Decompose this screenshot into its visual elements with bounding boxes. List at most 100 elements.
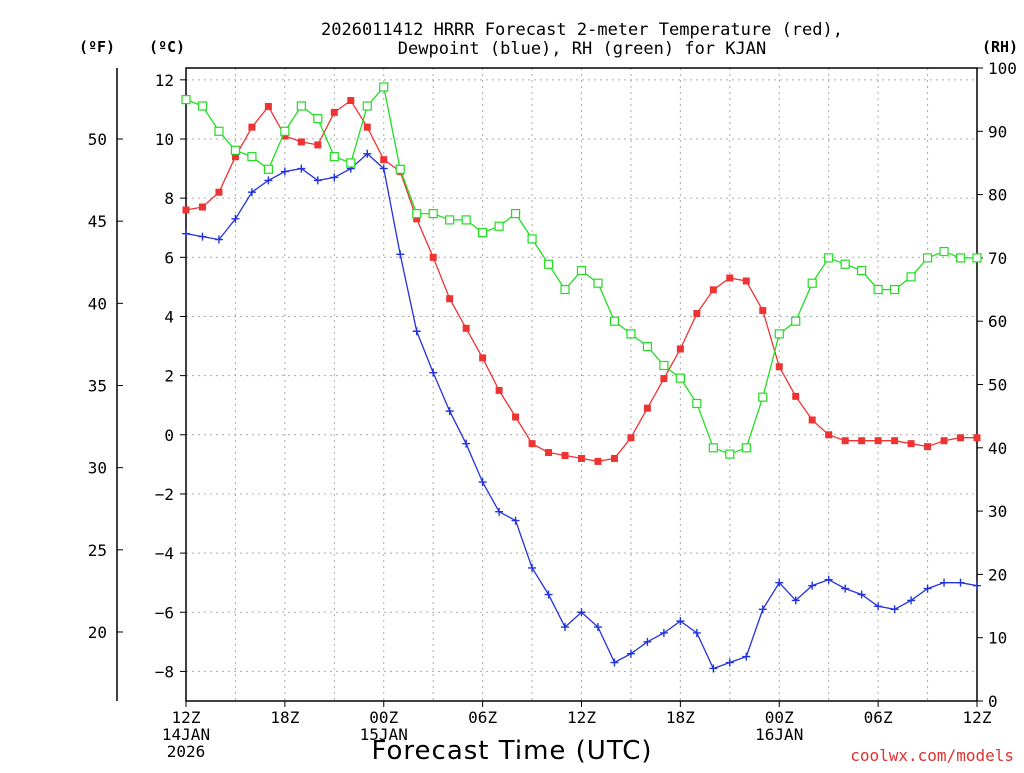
rh-point	[478, 227, 488, 238]
temperature-point	[891, 437, 899, 445]
temperature-line	[185, 99, 977, 463]
rh-point	[774, 329, 784, 339]
temperature-point	[759, 307, 767, 315]
temperature-point	[808, 416, 816, 424]
fahrenheit-tick-label: 50	[88, 130, 107, 149]
temperature-point	[462, 324, 470, 332]
rh-point	[461, 215, 471, 225]
dewpoint-point	[330, 173, 339, 182]
temperature-point	[363, 123, 371, 131]
rh-point	[197, 101, 208, 111]
rh-tick-label: 60	[988, 312, 1007, 331]
temperature-point	[874, 437, 882, 445]
dewpoint-point	[725, 658, 734, 667]
temperature-point	[380, 156, 388, 164]
rh-point	[972, 253, 982, 263]
chart-title-line1: 2026011412 HRRR Forecast 2-meter Tempera…	[321, 20, 843, 40]
dewpoint-point	[808, 581, 817, 590]
dewpoint-point	[231, 214, 240, 223]
dewpoint-point	[643, 637, 652, 646]
temperature-point	[841, 437, 849, 445]
temperature-point	[281, 132, 289, 140]
temperature-point	[825, 431, 833, 439]
rh-point	[395, 164, 405, 174]
rh-point	[955, 253, 966, 263]
temperature-point	[643, 404, 651, 412]
fahrenheit-tick-label: 35	[88, 376, 107, 395]
x-tick-label: 12Z	[567, 708, 596, 727]
dewpoint-point	[214, 235, 223, 244]
fahrenheit-tick-label: 20	[88, 623, 107, 642]
temperature-point	[429, 253, 437, 261]
celsius-tick-label: 4	[164, 307, 174, 326]
temperature-point	[858, 437, 866, 445]
temperature-point	[347, 97, 355, 105]
rh-point	[675, 373, 685, 383]
dewpoint-point	[676, 617, 685, 626]
celsius-tick-label: −4	[155, 544, 174, 563]
dewpoint-point	[445, 407, 454, 416]
dewpoint-point	[824, 575, 833, 584]
fahrenheit-tick-label: 40	[88, 294, 107, 313]
dewpoint-point	[692, 628, 701, 637]
dewpoint-point	[495, 507, 504, 516]
rh-point	[758, 392, 768, 402]
temperature-point	[182, 206, 190, 214]
rh-tick-label: 100	[988, 59, 1017, 78]
rh-tick-label: 80	[988, 186, 1007, 205]
rh-point	[560, 284, 570, 295]
celsius-tick-label: 6	[164, 248, 174, 267]
rh-tick-label: 90	[988, 122, 1007, 141]
temperature-point	[198, 203, 206, 211]
dewpoint-point	[775, 578, 784, 587]
celsius-tick-label: 10	[155, 130, 174, 149]
dewpoint-point	[561, 623, 570, 632]
rh-point	[906, 272, 916, 282]
rh-point	[346, 158, 356, 168]
rh-point	[362, 101, 372, 111]
rh-point	[708, 443, 718, 453]
dewpoint-point	[940, 578, 949, 587]
dewpoint-point	[429, 368, 438, 377]
celsius-tick-label: 2	[164, 367, 174, 386]
celsius-tick-label: −6	[155, 603, 174, 622]
dewpoint-point	[313, 176, 322, 185]
x-tick-label: 18Z	[270, 708, 299, 727]
rh-point	[692, 398, 702, 409]
dewpoint-point	[478, 478, 487, 487]
rh-point	[609, 316, 620, 326]
rh-point	[247, 152, 257, 162]
rh-point	[412, 208, 422, 219]
temperature-point	[545, 449, 553, 457]
dewpoint-point	[544, 590, 553, 599]
rh-point	[890, 284, 900, 295]
rh-point	[741, 443, 751, 453]
temperature-point	[676, 345, 684, 353]
plot-frame	[185, 67, 978, 702]
temperature-point	[957, 434, 965, 442]
rh-point	[939, 246, 949, 257]
x-tick-label: 16JAN	[755, 725, 803, 744]
temperature-point	[297, 138, 305, 146]
temperature-point	[940, 437, 948, 445]
temperature-point	[479, 354, 487, 362]
dewpoint-point	[593, 623, 602, 632]
dewpoint-point	[841, 584, 850, 593]
celsius-unit-label: (ºC)	[149, 38, 185, 56]
dewpoint-point	[923, 584, 932, 593]
dewpoint-point	[528, 563, 537, 572]
dewpoint-point	[363, 149, 372, 158]
dewpoint-point	[264, 176, 273, 185]
x-tick-label: 06Z	[864, 708, 893, 727]
temperature-point	[248, 123, 256, 131]
temperature-point	[330, 108, 338, 116]
series-layer	[181, 82, 982, 673]
dewpoint-point	[247, 188, 256, 197]
dewpoint-point	[379, 164, 388, 173]
temperature-point	[413, 215, 421, 223]
dewpoint-point	[874, 602, 883, 611]
temperature-point	[578, 454, 585, 462]
fahrenheit-tick-label: 30	[88, 459, 107, 478]
